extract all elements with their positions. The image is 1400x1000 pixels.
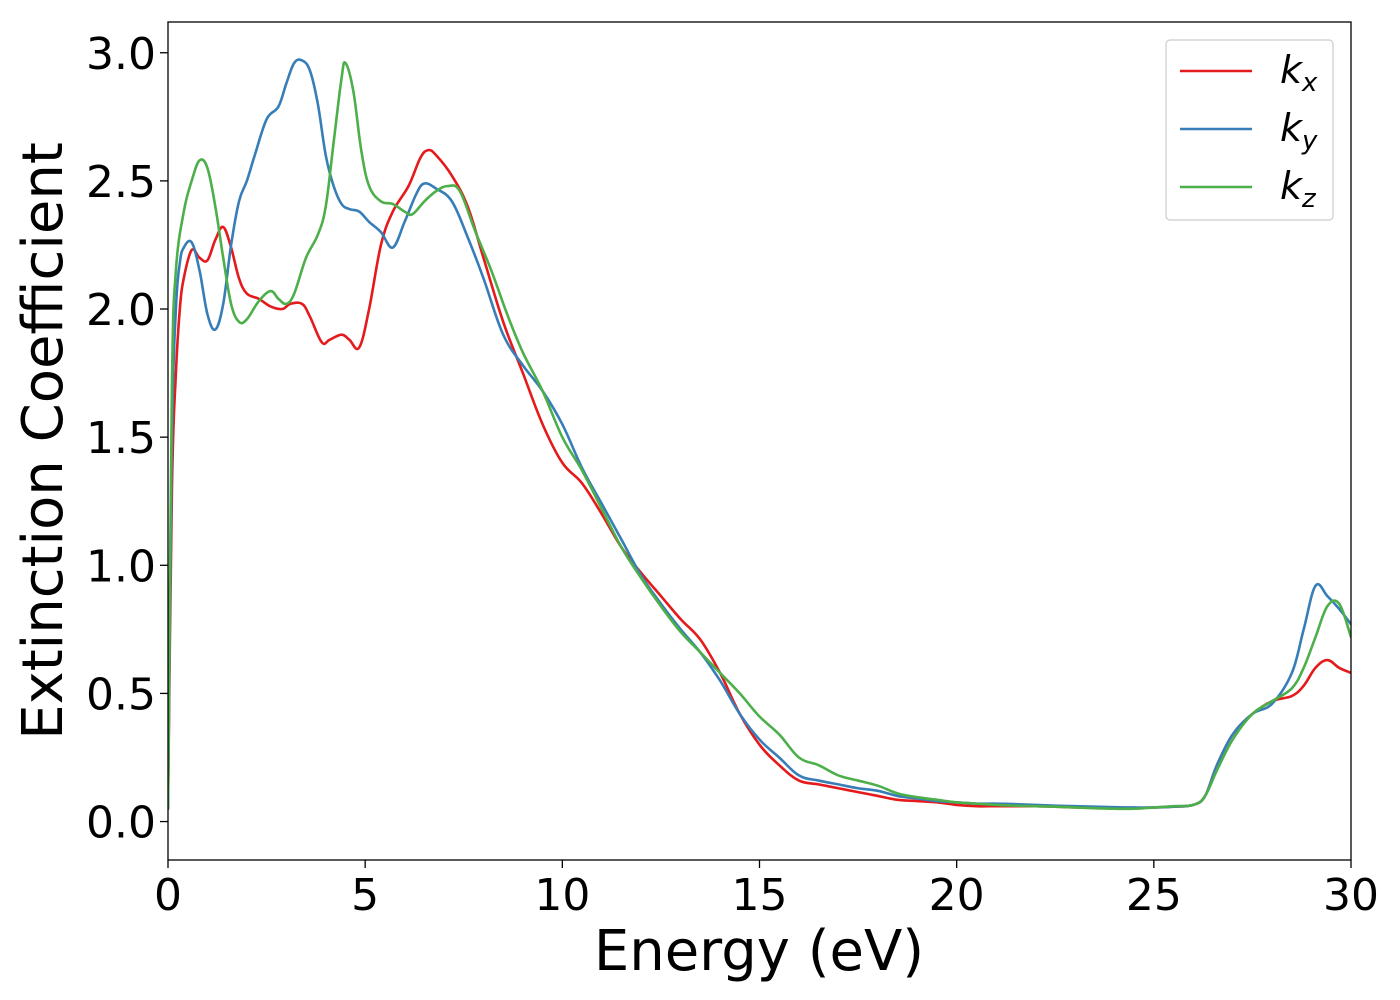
series-line-kx <box>168 148 1351 811</box>
y-axis-title: Extinction Coefficient <box>11 142 76 740</box>
y-tick-label: 2.5 <box>86 157 156 208</box>
x-tick-label: 20 <box>929 870 985 921</box>
y-tick-label: 1.0 <box>86 541 156 592</box>
series-line-kz <box>168 61 1351 811</box>
y-tick-label: 0.5 <box>86 669 156 720</box>
legend-label-ky: ky <box>1280 106 1318 156</box>
y-axis: 0.0 0.5 1.0 1.5 2.0 2.5 3.0 <box>86 29 168 849</box>
x-tick-label: 5 <box>351 870 379 921</box>
y-tick-label: 3.0 <box>86 29 156 80</box>
x-tick-label: 30 <box>1323 870 1379 921</box>
legend-label-kz: kz <box>1280 164 1317 214</box>
x-axis-title: Energy (eV) <box>594 919 924 984</box>
x-tick-label: 0 <box>154 870 182 921</box>
y-tick-label: 0.0 <box>86 798 156 849</box>
x-tick-label: 15 <box>732 870 788 921</box>
x-tick-label: 10 <box>534 870 590 921</box>
x-axis: 0 5 10 15 20 25 30 <box>154 860 1379 921</box>
legend: kx ky kz <box>1165 39 1334 221</box>
x-tick-label: 25 <box>1126 870 1182 921</box>
legend-label-kx: kx <box>1280 48 1318 98</box>
y-tick-label: 2.0 <box>86 285 156 336</box>
y-tick-label: 1.5 <box>86 413 156 464</box>
plot-area <box>168 58 1351 811</box>
